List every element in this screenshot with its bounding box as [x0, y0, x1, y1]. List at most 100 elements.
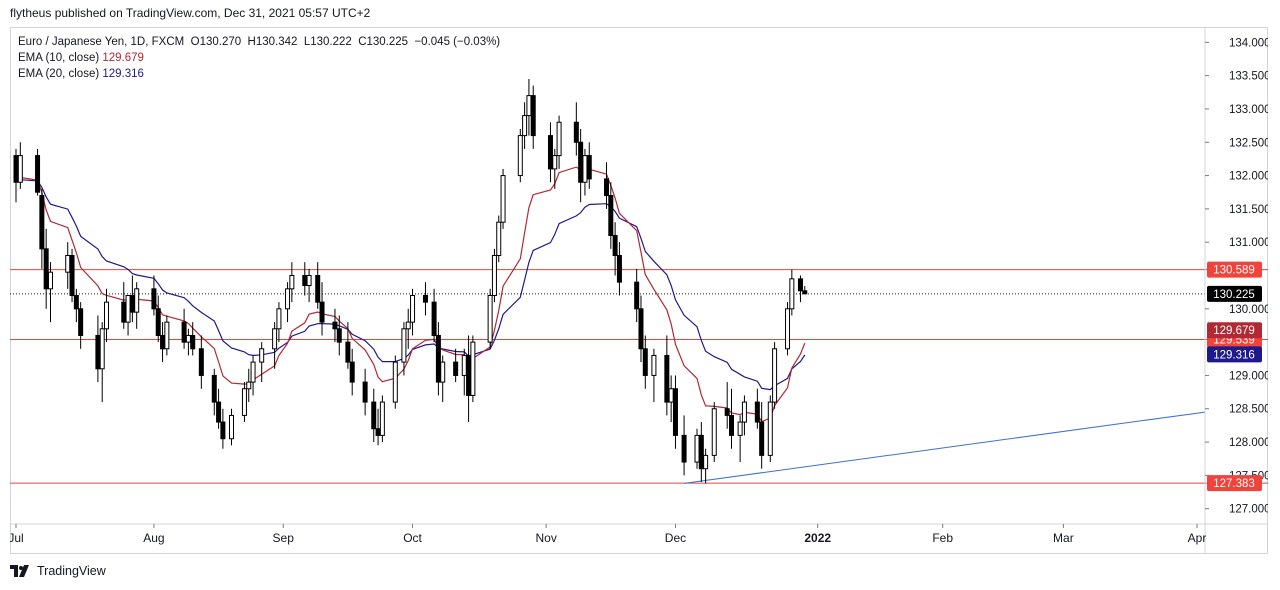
- candle: [582, 148, 588, 196]
- candle: [198, 335, 204, 389]
- candle-body: [772, 348, 778, 403]
- candle-body: [134, 288, 140, 313]
- candle: [638, 295, 644, 363]
- candle: [289, 262, 295, 303]
- candle: [724, 382, 730, 429]
- candle-body: [431, 301, 437, 336]
- legend-symbol-row: Euro / Japanese Yen, 1D, FXCM O130.270 H…: [18, 34, 500, 50]
- candle-body: [336, 328, 342, 343]
- candle: [604, 162, 609, 209]
- candle-body: [586, 155, 592, 180]
- candle-body: [422, 294, 428, 303]
- candle: [47, 262, 53, 323]
- candle-body: [668, 388, 674, 403]
- candle: [608, 182, 614, 249]
- candle-body: [121, 301, 127, 323]
- candle: [410, 288, 416, 336]
- candle: [754, 388, 760, 429]
- support-trendline: [684, 411, 1206, 484]
- candle-body: [250, 361, 256, 383]
- candle-body: [272, 328, 278, 350]
- candle: [737, 415, 743, 463]
- candle: [306, 268, 312, 303]
- candle-body: [104, 301, 110, 330]
- candle: [405, 308, 411, 349]
- candle: [741, 395, 747, 436]
- candle: [185, 328, 191, 356]
- price-tick-label: 130.000: [1229, 304, 1268, 316]
- candle: [99, 322, 105, 403]
- candle: [616, 242, 622, 296]
- candle: [345, 322, 351, 369]
- candle-body: [797, 278, 803, 292]
- candle: [246, 368, 252, 403]
- candle-body: [99, 328, 105, 370]
- candle: [435, 322, 441, 396]
- legend-ema20-row[interactable]: EMA (20, close) 129.316: [18, 66, 500, 82]
- candle: [703, 448, 709, 484]
- open-value: 130.270: [199, 36, 242, 48]
- chart-canvas[interactable]: 134.000 133.500 133.000 132.500 132.000 131.5…: [10, 27, 1268, 554]
- candle: [789, 269, 795, 316]
- candle: [129, 275, 135, 323]
- tradingview-footer[interactable]: TradingView: [10, 564, 106, 578]
- candle-body: [220, 421, 226, 440]
- candle-body: [285, 288, 291, 310]
- candle-body: [552, 155, 558, 170]
- candle: [160, 322, 166, 363]
- time-axis: Jul Aug Sep Oct Nov Dec 2022 Feb Mar Apr: [10, 523, 1268, 545]
- candle-body: [375, 428, 381, 436]
- price-tick-label: 133.500: [1229, 71, 1268, 83]
- candle: [672, 375, 678, 449]
- candle-body: [664, 354, 670, 403]
- candle: [13, 148, 19, 203]
- candle-body: [573, 121, 579, 143]
- time-tick-label: Sep: [273, 531, 295, 545]
- candle: [181, 308, 187, 349]
- candle-body: [737, 421, 743, 436]
- candle-body: [741, 401, 747, 423]
- candle: [668, 375, 674, 423]
- candle-body: [470, 341, 476, 396]
- candle-body: [241, 388, 247, 416]
- candle-body: [703, 454, 709, 470]
- candle: [651, 348, 657, 403]
- candle-body: [681, 434, 687, 463]
- time-tick-label: Nov: [535, 531, 556, 545]
- candle-body: [582, 155, 588, 183]
- candle-body: [129, 294, 135, 313]
- low-value: 130.222: [310, 36, 352, 48]
- candle-body: [767, 401, 773, 456]
- candle-body: [466, 354, 472, 396]
- price-tick-label: 134.000: [1229, 37, 1268, 49]
- candle: [422, 282, 428, 316]
- candle-body: [371, 401, 377, 430]
- candle-body: [672, 388, 678, 436]
- candle: [95, 315, 101, 383]
- candle-body: [185, 334, 191, 343]
- candle: [315, 262, 321, 309]
- candle: [43, 228, 49, 309]
- candle: [785, 302, 791, 356]
- candle-body: [47, 271, 53, 290]
- candle-body: [728, 414, 734, 436]
- candle-body: [198, 348, 204, 376]
- tradingview-brand: TradingView: [37, 564, 106, 578]
- time-tick-label: Mar: [1053, 531, 1074, 545]
- candle: [220, 408, 226, 449]
- candle-body: [69, 255, 75, 296]
- candle-body: [17, 155, 23, 183]
- candle-body: [616, 255, 622, 283]
- legend-ema10-row[interactable]: EMA (10, close) 129.679: [18, 50, 500, 66]
- candles: [13, 78, 808, 484]
- symbol-name: Euro / Japanese Yen, 1D, FXCM: [18, 36, 185, 48]
- candle: [241, 382, 247, 423]
- price-tick-label: 129.000: [1229, 370, 1268, 382]
- candle: [35, 148, 41, 196]
- candle-body: [491, 255, 497, 296]
- last-price-tag-text: 130.225: [1213, 289, 1255, 301]
- candle: [336, 315, 342, 356]
- candle-body: [517, 135, 523, 177]
- high-value: 130.342: [255, 36, 298, 48]
- candle-body: [216, 401, 222, 423]
